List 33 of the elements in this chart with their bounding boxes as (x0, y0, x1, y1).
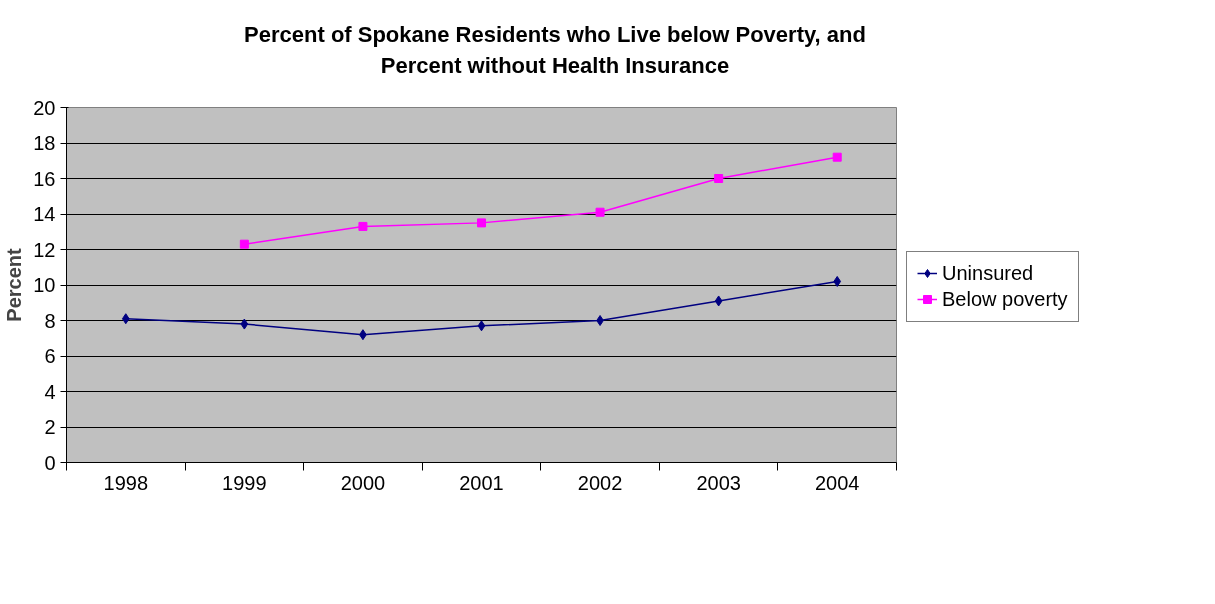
x-tick-label: 1999 (222, 471, 267, 494)
chart-title: Percent of Spokane Residents who Live below Poverty, and Percent without Health Insurance (244, 21, 866, 80)
point (477, 319, 486, 331)
x-tick-label: 2002 (577, 471, 623, 494)
y-tick-label: 10 (33, 273, 56, 296)
point (240, 318, 249, 330)
y-tick-label: 18 (33, 131, 56, 154)
y-tick-label: 4 (44, 380, 56, 403)
x-tick-label: 2003 (696, 471, 741, 494)
y-tick-label: 2 (44, 415, 56, 438)
point (714, 295, 723, 307)
x-tick-label: 2001 (459, 471, 504, 494)
point (358, 221, 368, 231)
point (832, 152, 842, 162)
y-tick-label: 8 (44, 309, 56, 332)
x-tick-label: 2004 (814, 471, 860, 494)
point (121, 312, 130, 324)
x-tick-label: 2000 (340, 471, 386, 494)
y-tick-label: 12 (33, 238, 56, 261)
x-tick-label: 1998 (103, 471, 149, 494)
y-axis-title: Percent (3, 247, 26, 322)
y-tick-label: 20 (33, 96, 56, 119)
y-tick-label: 0 (44, 451, 56, 474)
point (714, 173, 724, 183)
point (477, 217, 486, 227)
point (595, 207, 605, 217)
point (239, 239, 249, 249)
y-tick-label: 16 (33, 167, 56, 190)
y-tick-label: 14 (33, 202, 56, 225)
legend-label: Below poverty (942, 287, 1068, 311)
legend-label: Uninsured (942, 261, 1034, 285)
point (833, 275, 842, 287)
y-tick-label: 6 (44, 344, 56, 367)
